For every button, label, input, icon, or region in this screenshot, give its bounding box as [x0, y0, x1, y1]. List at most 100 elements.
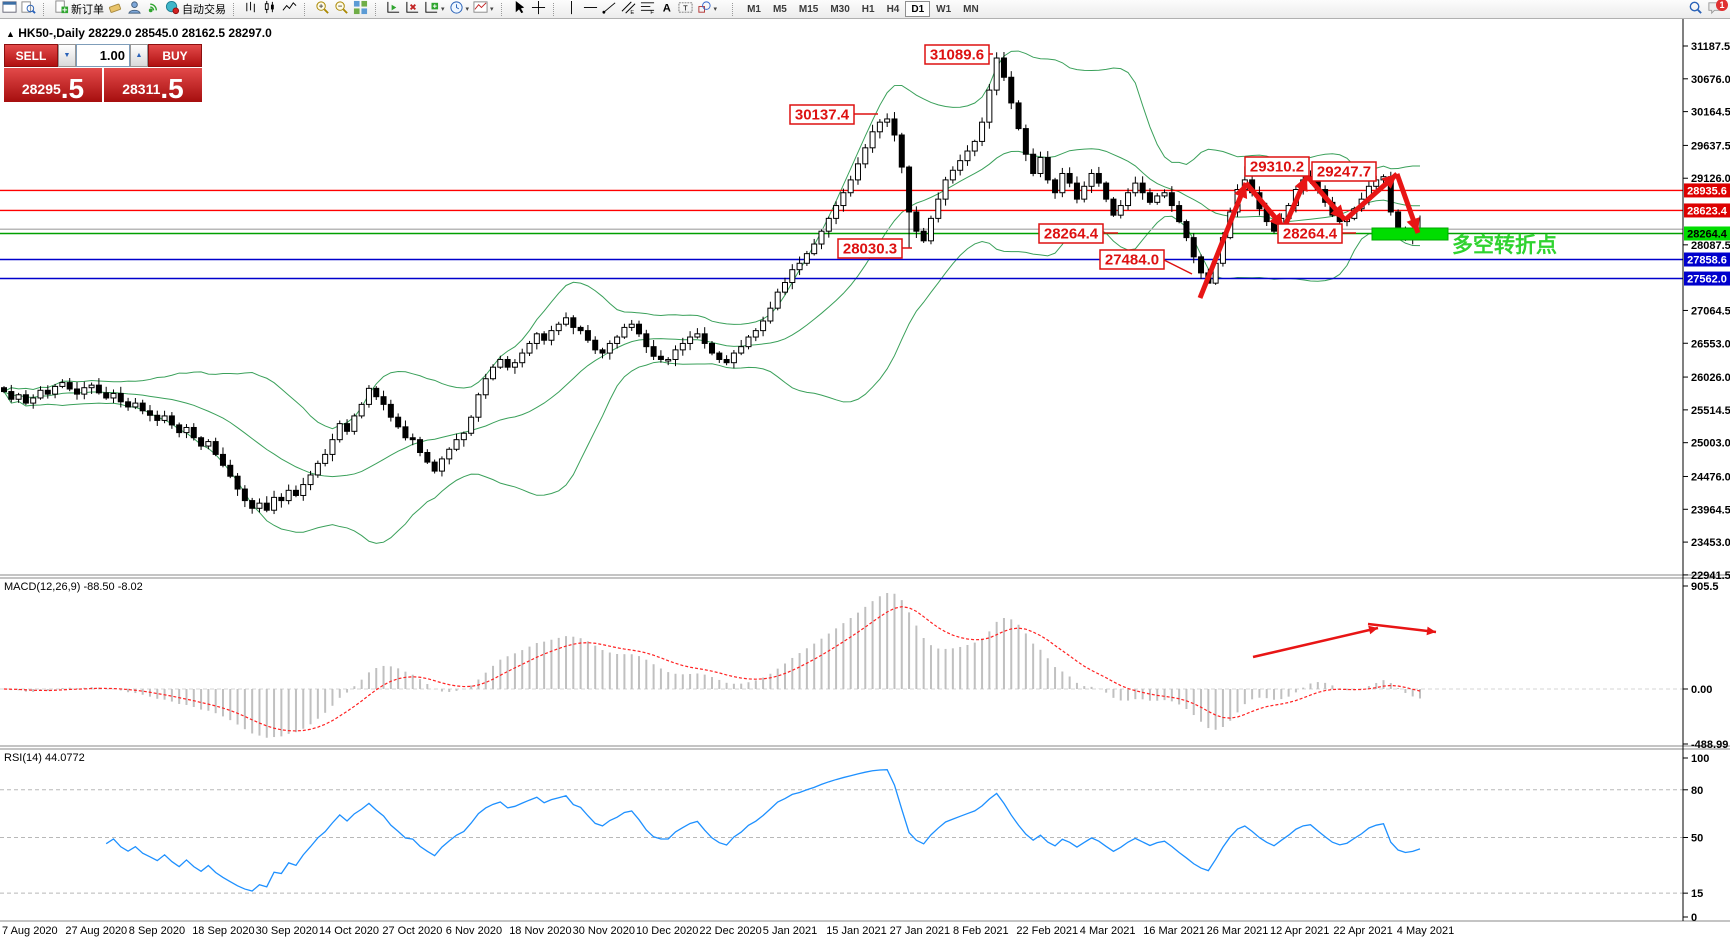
timeframe-h1[interactable]: H1	[856, 1, 881, 17]
autotrade-icon	[165, 0, 180, 18]
svg-text:E: E	[630, 10, 634, 15]
green-highlight-bar[interactable]	[1371, 227, 1449, 241]
price-annotation-labels[interactable]: 30137.4 31089.6 29310.2 29247.7 28264.4 28264…	[789, 44, 1377, 275]
trend-zigzag-arrows[interactable]	[1197, 172, 1421, 299]
zoom-out-button[interactable]	[332, 1, 351, 17]
date-axis[interactable]: 7 Aug 2020 27 Aug 2020 8 Sep 2020 18 Sep 20…	[2, 925, 1454, 937]
volume-increase-button[interactable]: ▲	[130, 44, 148, 67]
sell-button[interactable]: SELL	[4, 44, 58, 67]
tile-button[interactable]	[351, 0, 370, 18]
symbol-ohlc-text: HK50-,Daily 28229.0 28545.0 28162.5 2829…	[18, 26, 272, 40]
shapes-button[interactable]: ▾	[695, 1, 720, 17]
zoom-out-icon	[334, 0, 349, 18]
template-button[interactable]: ▾	[471, 1, 496, 17]
search-button[interactable]	[1686, 1, 1705, 17]
chart-window-icon	[2, 0, 17, 18]
crosshair-button[interactable]	[529, 0, 548, 17]
buy-button[interactable]: BUY	[148, 44, 202, 67]
buy-price[interactable]: 28311.5	[104, 68, 202, 102]
svg-text:30676.0: 30676.0	[1691, 74, 1730, 86]
fibo-button[interactable]: F	[638, 1, 657, 17]
timeframe-m30[interactable]: M30	[824, 1, 855, 17]
macd-histogram	[10, 592, 1421, 738]
eraser-button[interactable]	[106, 1, 125, 17]
volume-input[interactable]	[76, 44, 130, 67]
svg-text:28935.6: 28935.6	[1687, 185, 1727, 197]
trendline-button[interactable]	[600, 1, 619, 17]
hline-button[interactable]	[581, 1, 600, 17]
svg-text:T: T	[683, 3, 688, 12]
price-label-box	[1038, 223, 1104, 244]
svg-text:F: F	[650, 10, 654, 15]
chevron-down-icon: ▾	[465, 6, 470, 13]
price-axis[interactable]: 31187.5 30676.0 30164.5 29637.5 29126.0 28087…	[1683, 41, 1730, 582]
toolbar-separator	[732, 2, 737, 16]
price-label-box	[789, 104, 855, 125]
svg-text:905.5: 905.5	[1691, 581, 1719, 593]
autotrade-button[interactable]: 自动交易	[163, 0, 228, 18]
svg-text:28264.4: 28264.4	[1687, 228, 1728, 240]
price-label-box	[1244, 156, 1310, 177]
svg-text:7 Aug 2020: 7 Aug 2020	[2, 925, 58, 937]
price-tag	[1684, 271, 1730, 286]
svg-text:22 Apr 2021: 22 Apr 2021	[1333, 925, 1392, 937]
price-tag	[1684, 252, 1730, 267]
svg-text:-488.99: -488.99	[1691, 739, 1728, 751]
vline-button[interactable]	[562, 0, 581, 17]
svg-text:0: 0	[1691, 912, 1697, 924]
channel-button[interactable]: E	[619, 1, 638, 17]
svg-text:27484.0: 27484.0	[1105, 252, 1159, 269]
new-order-button[interactable]: 新订单	[52, 0, 106, 17]
text-a-button[interactable]: A	[657, 1, 676, 17]
signal-button[interactable]	[144, 1, 163, 17]
svg-text:4 May 2021: 4 May 2021	[1397, 925, 1454, 937]
candles-button[interactable]	[261, 0, 280, 17]
rsi-axis[interactable]: 100 80 50 15 0	[1683, 753, 1709, 924]
toolbar-right: 1	[1686, 0, 1730, 17]
indicator-play-button[interactable]	[384, 1, 403, 17]
expert-button[interactable]	[125, 1, 144, 17]
search-icon	[1688, 0, 1703, 18]
volume-decrease-button[interactable]: ▼	[58, 44, 76, 67]
chart-info-line: ▲ HK50-,Daily 28229.0 28545.0 28162.5 28…	[6, 26, 272, 40]
bars-button[interactable]	[242, 1, 261, 17]
macd-axis[interactable]: 905.5 0.00 -488.99	[1683, 581, 1728, 751]
clock-button[interactable]: ▾	[447, 1, 472, 17]
svg-text:25003.0: 25003.0	[1691, 438, 1730, 450]
signal-icon	[146, 0, 161, 18]
timeframe-d1[interactable]: D1	[905, 1, 931, 17]
add-indicator-icon	[424, 0, 439, 18]
zoom-in-button[interactable]	[313, 1, 332, 17]
bollinger-bands	[3, 50, 1421, 544]
text-label-icon: T	[678, 0, 693, 18]
timeframe-w1[interactable]: W1	[930, 1, 957, 17]
svg-text:23453.0: 23453.0	[1691, 537, 1730, 549]
cursor-button[interactable]	[510, 0, 529, 17]
indicator-stop-button[interactable]	[403, 1, 422, 17]
timeframe-m15[interactable]: M15	[793, 1, 824, 17]
sell-price[interactable]: 28295.5	[4, 68, 102, 102]
price-tag	[1684, 183, 1730, 198]
macd-trend-arrows[interactable]	[1252, 622, 1437, 659]
svg-text:8 Sep 2020: 8 Sep 2020	[129, 925, 185, 937]
profile-button[interactable]	[19, 1, 38, 17]
timeframe-mn[interactable]: MN	[957, 1, 985, 17]
svg-text:100: 100	[1691, 753, 1709, 765]
text-label-button[interactable]: T	[676, 1, 695, 17]
indicator-stop-icon	[405, 0, 420, 18]
chart-window-button[interactable]	[0, 1, 19, 17]
svg-text:多空转折点: 多空转折点	[1452, 233, 1557, 257]
timeframe-m1[interactable]: M1	[741, 1, 767, 17]
add-indicator-button[interactable]: ▾	[422, 1, 447, 17]
chat-button[interactable]: 1	[1705, 0, 1728, 17]
svg-text:29637.5: 29637.5	[1691, 140, 1730, 152]
cn-annotation-text[interactable]: 多空转折点	[1452, 233, 1557, 257]
price-label-box	[924, 44, 990, 65]
tile-icon	[353, 0, 368, 18]
collapse-arrow-icon[interactable]: ▲	[6, 29, 15, 39]
notification-badge: 1	[1716, 0, 1728, 11]
timeframe-m5[interactable]: M5	[767, 1, 793, 17]
linechart-button[interactable]	[280, 1, 299, 17]
timeframe-h4[interactable]: H4	[881, 1, 906, 17]
